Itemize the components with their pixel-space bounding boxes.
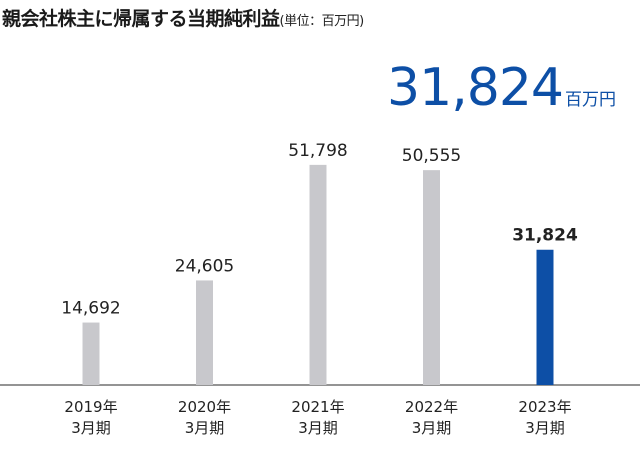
x-tick-label-0-1: 3月期 xyxy=(71,419,111,437)
data-label-0: 14,692 xyxy=(61,299,120,319)
x-tick-label-0-0: 2019年 xyxy=(64,398,117,416)
data-label-2: 51,798 xyxy=(288,141,347,161)
data-label-4: 31,824 xyxy=(512,226,578,246)
x-tick-label-2-1: 3月期 xyxy=(298,419,338,437)
data-label-1: 24,605 xyxy=(175,256,234,276)
x-tick-label-4-1: 3月期 xyxy=(525,419,565,437)
x-tick-label-1-0: 2020年 xyxy=(178,398,231,416)
bar-4 xyxy=(536,249,554,385)
headline-value: 31,824 xyxy=(387,58,564,118)
chart-title-text: 親会社株主に帰属する当期純利益 xyxy=(2,8,280,30)
data-label-3: 50,555 xyxy=(402,146,461,166)
x-tick-label-3-0: 2022年 xyxy=(405,398,458,416)
x-tick-label-1-1: 3月期 xyxy=(185,419,225,437)
x-tick-label-2-0: 2021年 xyxy=(291,398,344,416)
chart-title: 親会社株主に帰属する当期純利益(単位：百万円) xyxy=(2,4,364,31)
headline-unit: 百万円 xyxy=(565,90,616,110)
bar-2 xyxy=(309,164,327,385)
bar-0 xyxy=(82,322,100,385)
bar-1 xyxy=(196,280,213,385)
bar-3 xyxy=(423,170,440,385)
unit-label: (単位：百万円) xyxy=(279,14,365,29)
headline-figure: 31,824 百万円 xyxy=(387,58,616,118)
x-tick-label-4-0: 2023年 xyxy=(518,398,571,416)
x-tick-label-3-1: 3月期 xyxy=(412,419,452,437)
